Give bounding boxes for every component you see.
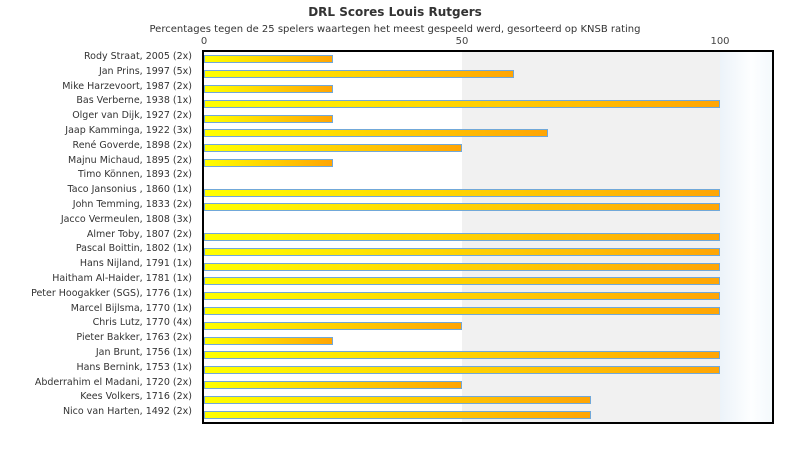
player-label: Peter Hoogakker (SGS), 1776 (1x) bbox=[31, 287, 192, 299]
player-label: Jacco Vermeulen, 1808 (3x) bbox=[60, 213, 192, 225]
bar bbox=[204, 114, 333, 123]
player-label: Abderrahim el Madani, 1720 (2x) bbox=[34, 376, 192, 388]
player-label: John Temming, 1833 (2x) bbox=[72, 199, 192, 210]
player-label: Timo Können, 1893 (2x) bbox=[77, 169, 192, 181]
player-label: Taco Jansonius , 1860 (1x) bbox=[67, 184, 192, 196]
player-label: Jan Brunt, 1756 (1x) bbox=[95, 347, 192, 358]
bar bbox=[204, 307, 720, 315]
player-label: Pascal Boittin, 1802 (1x) bbox=[75, 243, 192, 255]
player-label: Almer Toby, 1807 (2x) bbox=[86, 228, 192, 240]
x-tick-label: 100 bbox=[710, 36, 730, 47]
x-tick-label: 50 bbox=[455, 36, 469, 47]
player-label: Hans Bernink, 1753 (1x) bbox=[76, 361, 192, 373]
bar bbox=[204, 366, 720, 375]
player-label: Nico van Harten, 1492 (2x) bbox=[62, 406, 192, 418]
player-label: Marcel Bijlsma, 1770 (1x) bbox=[70, 302, 192, 314]
plot-area bbox=[202, 50, 774, 424]
bar bbox=[204, 85, 333, 93]
bar bbox=[204, 381, 462, 389]
bar bbox=[204, 395, 591, 404]
player-label: Jaap Kamminga, 1922 (3x) bbox=[65, 125, 192, 136]
x-tick-label: 0 bbox=[200, 36, 208, 47]
player-label: Pieter Bakker, 1763 (2x) bbox=[76, 332, 192, 344]
x-axis: 0 50 100 bbox=[0, 36, 790, 48]
player-label: Majnu Michaud, 1895 (2x) bbox=[68, 154, 192, 166]
bar bbox=[204, 188, 720, 197]
player-label: Mike Harzevoort, 1987 (2x) bbox=[62, 80, 192, 92]
y-axis-labels: Rody Straat, 2005 (2x) Jan Prins, 1997 (5… bbox=[0, 50, 197, 420]
player-label: Bas Verberne, 1938 (1x) bbox=[76, 95, 192, 107]
player-label: Haitham Al-Haider, 1781 (1x) bbox=[52, 273, 192, 284]
player-label: Rody Straat, 2005 (2x) bbox=[83, 51, 192, 62]
bar bbox=[204, 262, 720, 271]
player-label: Chris Lutz, 1770 (4x) bbox=[92, 317, 192, 329]
bar bbox=[204, 410, 591, 419]
bar bbox=[204, 55, 333, 64]
player-label: Jan Prins, 1997 (5x) bbox=[98, 65, 192, 77]
bar bbox=[204, 292, 720, 301]
player-label: Olger van Dijk, 1927 (2x) bbox=[72, 110, 192, 122]
bar bbox=[204, 99, 720, 108]
player-label: René Goverde, 1898 (2x) bbox=[72, 139, 192, 151]
bar bbox=[204, 277, 720, 286]
bar bbox=[204, 129, 548, 138]
bar bbox=[204, 247, 720, 256]
player-label: Kees Volkers, 1716 (2x) bbox=[80, 391, 192, 403]
bars-layer bbox=[204, 52, 772, 422]
bar bbox=[204, 336, 333, 345]
band-overflow bbox=[720, 52, 772, 422]
player-label: Hans Nijland, 1791 (1x) bbox=[79, 258, 192, 270]
bar bbox=[204, 159, 333, 167]
bar bbox=[204, 233, 720, 241]
bar bbox=[204, 144, 462, 153]
chart-title: DRL Scores Louis Rutgers bbox=[308, 5, 482, 19]
bar bbox=[204, 70, 514, 79]
bar bbox=[204, 351, 720, 360]
chart-subtitle: Percentages tegen de 25 spelers waartege… bbox=[149, 24, 641, 35]
bar bbox=[204, 203, 720, 212]
bar bbox=[204, 321, 462, 330]
